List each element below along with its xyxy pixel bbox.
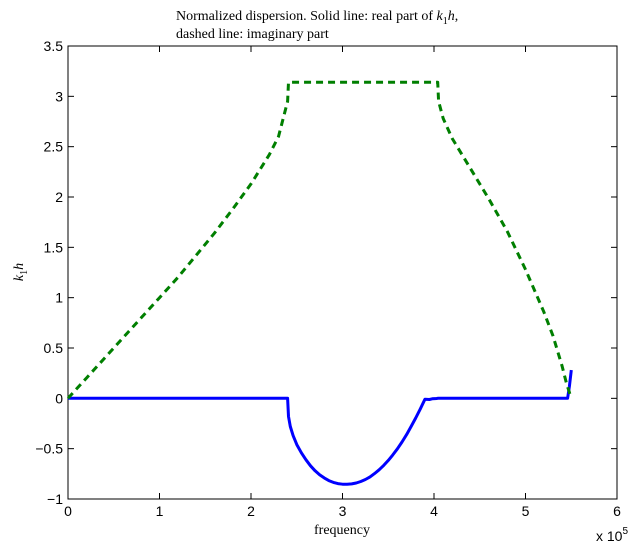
- series-imaginary-part-line: [66, 80, 572, 400]
- x-axis-exponent: x 105: [596, 526, 628, 544]
- chart-title-line-2: dashed line: imaginary part: [176, 27, 329, 42]
- chart-title-line-1: Normalized dispersion. Solid line: real …: [176, 9, 458, 27]
- y-tick-label: 2: [55, 189, 63, 205]
- y-tick-label: −0.5: [35, 441, 63, 457]
- plot-area: [67, 45, 618, 500]
- x-tick-label: 5: [522, 503, 530, 519]
- x-tick-label: 0: [64, 503, 72, 519]
- y-tick-label: −1: [47, 491, 63, 507]
- y-tick-label: 3.5: [44, 38, 64, 54]
- x-tick-labels: 0 1 2 3 4 5 6: [64, 503, 621, 519]
- series-real-part-line: [68, 369, 573, 486]
- y-tick-label: 0: [55, 390, 63, 406]
- y-tick-label: 3: [55, 88, 63, 104]
- x-tick-label: 1: [156, 503, 164, 519]
- series-layer: [66, 80, 573, 486]
- y-tick-label: 1: [55, 290, 63, 306]
- y-tick-label: 2.5: [44, 139, 64, 155]
- y-tick-label: 1.5: [44, 239, 64, 255]
- x-axis-label: frequency: [314, 523, 370, 538]
- x-tick-label: 2: [247, 503, 255, 519]
- x-tick-label: 3: [339, 503, 347, 519]
- y-tick-label: 0.5: [44, 340, 64, 356]
- y-tick-labels: −1 −0.5 0 0.5 1 1.5 2 2.5 3 3.5: [35, 38, 63, 507]
- axis-ticks: [67, 45, 618, 500]
- x-tick-label: 4: [430, 503, 438, 519]
- x-tick-label: 6: [613, 503, 621, 519]
- y-axis-label: k1h: [12, 263, 30, 281]
